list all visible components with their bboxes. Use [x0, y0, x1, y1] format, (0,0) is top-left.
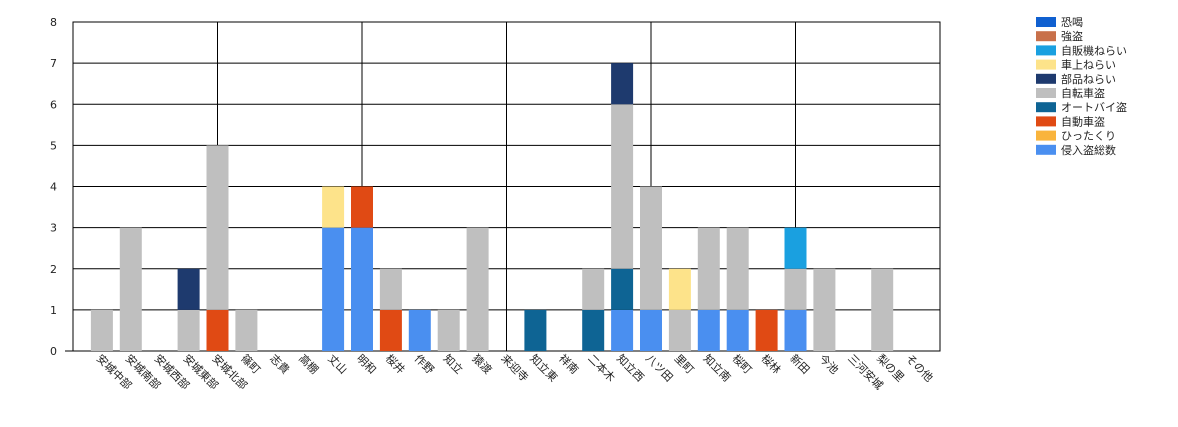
x-tick-label: 桜林 — [758, 351, 783, 376]
bar-segment — [206, 145, 229, 310]
bar-segment — [784, 268, 807, 310]
bar-segment — [611, 63, 634, 105]
bar-segment — [177, 309, 200, 351]
y-tick-label: 5 — [50, 139, 57, 152]
legend-swatch — [1036, 116, 1056, 127]
bar-segment — [871, 268, 894, 351]
bar-segment — [177, 268, 200, 310]
x-tick-label: 知立南 — [701, 351, 734, 384]
bar-segment — [466, 227, 489, 351]
bar-segment — [640, 186, 662, 310]
bar-segment — [784, 309, 807, 351]
bar-segment — [640, 309, 662, 351]
x-tick-label: 里町 — [672, 352, 697, 377]
bar-segment — [611, 104, 634, 269]
bar-segment — [408, 309, 431, 351]
legend-label: オートバイ盗 — [1061, 101, 1127, 114]
legend-swatch — [1036, 45, 1056, 56]
plot-frame — [72, 21, 941, 352]
bar-segment — [582, 309, 605, 351]
y-tick-label: 3 — [50, 222, 57, 235]
bar-segment — [235, 309, 258, 351]
x-tick-label: 新田 — [787, 351, 812, 376]
bar-segment — [697, 227, 720, 310]
bar-segment — [668, 309, 691, 351]
bar-segment — [206, 309, 229, 351]
x-tick-label: 八ツ田 — [643, 352, 676, 385]
bar-segment — [755, 309, 778, 351]
y-tick-label: 1 — [50, 304, 57, 317]
y-tick-label: 2 — [50, 263, 57, 276]
bar-segment — [611, 309, 634, 351]
legend-label: 自販機ねらい — [1061, 43, 1127, 57]
x-tick-label: 知立西 — [614, 351, 647, 384]
bar-segment — [90, 309, 113, 351]
legend-label: 自転車盗 — [1061, 86, 1105, 100]
bar-segment — [524, 309, 547, 351]
x-tick-label: 桜町 — [730, 351, 755, 376]
x-tick-label: 今池 — [816, 351, 841, 376]
x-tick-label: 祥南 — [556, 351, 581, 376]
bars — [90, 63, 894, 351]
bar-segment — [379, 309, 402, 351]
y-tick-label: 4 — [50, 181, 57, 194]
y-tick-label: 0 — [50, 345, 57, 358]
bar-segment — [726, 227, 749, 310]
bar-segment — [582, 268, 605, 310]
legend-swatch — [1036, 144, 1056, 155]
x-tick-label: 猿渡 — [469, 351, 494, 376]
legend-swatch — [1036, 88, 1056, 98]
x-tick-label: 丈山 — [325, 352, 350, 377]
x-tick-label: 桜井 — [383, 351, 408, 376]
x-tick-label: 知立東 — [527, 351, 560, 384]
bar-segment — [668, 268, 691, 310]
legend: 恐喝強盗自販機ねらい車上ねらい部品ねらい自転車盗オートバイ盗自動車盗ひったくり侵… — [1036, 16, 1127, 157]
bar-segment — [437, 309, 460, 351]
x-tick-label: 作野 — [412, 352, 437, 377]
legend-label: 侵入盗総数 — [1061, 143, 1116, 157]
legend-label: 自動車盗 — [1061, 114, 1105, 128]
bar-segment — [611, 268, 634, 310]
x-tick-label: 明和 — [354, 352, 379, 377]
legend-label: 車上ねらい — [1061, 58, 1116, 72]
x-tick-label: 知立 — [441, 351, 466, 376]
y-tick-label: 8 — [50, 16, 57, 29]
bar-segment — [351, 227, 373, 351]
x-tick-label: 二本木 — [585, 351, 618, 384]
x-tick-label: 高棚 — [296, 351, 321, 376]
x-tick-label: その他 — [903, 352, 936, 385]
legend-swatch — [1036, 130, 1056, 141]
grid-lines — [72, 21, 941, 352]
legend-swatch — [1036, 102, 1056, 113]
x-tick-label: 志貴 — [267, 351, 292, 376]
bar-segment — [726, 309, 749, 351]
bar-segment — [322, 227, 345, 351]
x-tick-label: 来迎寺 — [498, 352, 531, 385]
x-tick-label: 篠町 — [238, 351, 263, 376]
legend-swatch — [1036, 31, 1056, 42]
legend-label: 恐喝 — [1061, 16, 1083, 29]
legend-label: 強盗 — [1061, 30, 1083, 43]
legend-label: ひったくり — [1061, 130, 1116, 143]
legend-swatch — [1036, 73, 1056, 84]
bar-segment — [813, 268, 836, 351]
legend-swatch — [1036, 59, 1056, 70]
bar-segment — [119, 227, 142, 351]
bar-segment — [351, 186, 373, 228]
legend-label: 部品ねらい — [1061, 72, 1116, 86]
bar-segment — [322, 186, 345, 228]
bar-segment — [784, 227, 807, 269]
legend-swatch — [1036, 17, 1056, 27]
bar-segment — [379, 268, 402, 310]
y-tick-label: 7 — [50, 57, 57, 70]
y-tick-label: 6 — [50, 98, 57, 111]
bar-segment — [697, 309, 720, 351]
